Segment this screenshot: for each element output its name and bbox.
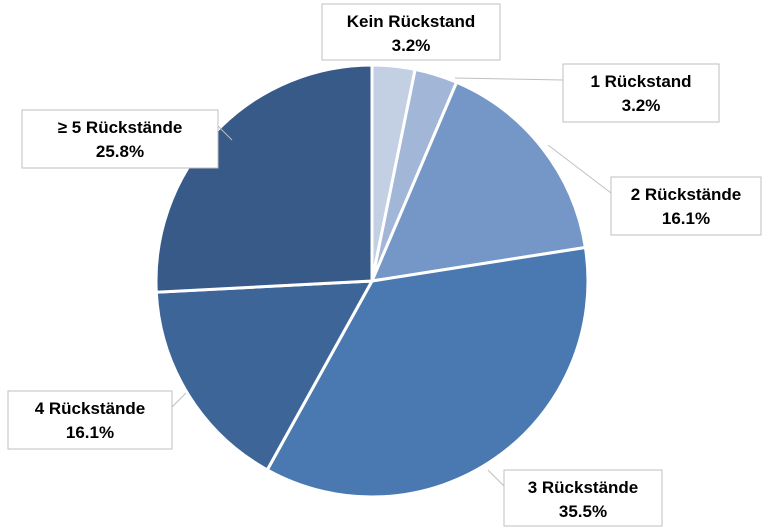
label-box (321, 3, 501, 61)
slice-value-label: 16.1% (66, 423, 114, 442)
slice-label: Kein Rückstand 3.2% (321, 3, 501, 61)
slice-label: 2 Rückstände 16.1% (547, 144, 762, 236)
label-box (21, 109, 219, 169)
leader-line (547, 144, 612, 194)
slice-label: 3 Rückstände 35.5% (487, 469, 663, 527)
slice-category-label: 4 Rückstände (35, 399, 146, 418)
slice-value-label: 3.2% (392, 36, 431, 55)
label-box (503, 469, 663, 527)
leader-line (454, 77, 564, 81)
pie-slice (369, 80, 588, 283)
pie-slice (154, 279, 375, 472)
slice-value-label: 16.1% (662, 209, 710, 228)
pie-slice (265, 245, 590, 499)
slice-label: 1 Rückstand 3.2% (454, 63, 720, 123)
pie-labels: Kein Rückstand 3.2% 1 Rückstand 3.2% 2 Rücks… (7, 3, 762, 527)
slice-category-label: 3 Rückstände (528, 478, 639, 497)
label-box (562, 63, 720, 123)
slice-value-label: 3.2% (622, 96, 661, 115)
slice-category-label: 2 Rückstände (631, 185, 742, 204)
leader-line (217, 125, 233, 141)
label-box (610, 176, 762, 236)
pie-slices (154, 63, 590, 499)
label-box (7, 390, 173, 450)
slice-category-label: ≥ 5 Rückstände (58, 118, 183, 137)
slice-value-label: 25.8% (96, 142, 144, 161)
slice-category-label: 1 Rückstand (590, 72, 691, 91)
leader-line (487, 469, 505, 487)
slice-label: 4 Rückstände 16.1% (7, 390, 187, 450)
slice-category-label: Kein Rückstand (347, 12, 475, 31)
leader-line (171, 392, 187, 408)
slice-value-label: 35.5% (559, 502, 607, 521)
slice-label: ≥ 5 Rückstände 25.8% (21, 109, 233, 169)
pie-slice (154, 63, 374, 294)
